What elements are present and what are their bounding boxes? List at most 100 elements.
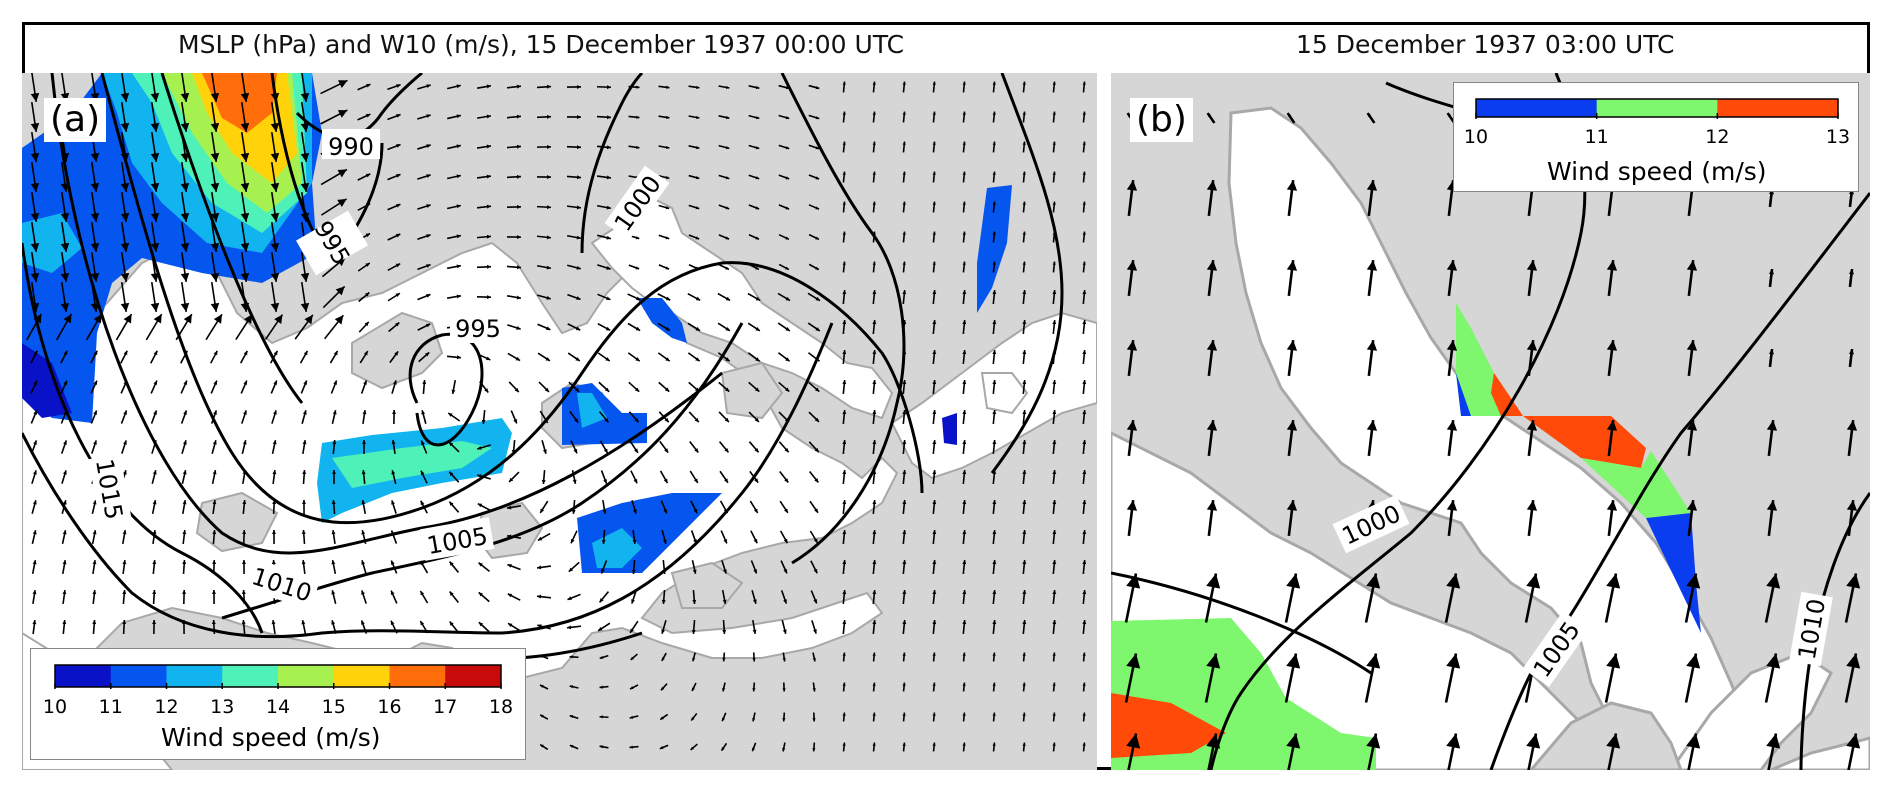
panel-b-colorbar-swatch bbox=[1717, 99, 1839, 117]
wind-arrow-head bbox=[1367, 113, 1371, 117]
wind-arrow-head bbox=[813, 568, 818, 574]
wind-arrow-head bbox=[902, 530, 907, 535]
wind-arrow-head bbox=[1526, 420, 1538, 431]
wind-arrow-head bbox=[665, 357, 670, 362]
panel-b-colorbar-title: Wind speed (m/s) bbox=[1547, 157, 1767, 186]
wind-arrow-head bbox=[426, 293, 431, 298]
wind-arrow-head bbox=[962, 682, 966, 686]
wind-arrow-head bbox=[395, 322, 400, 327]
wind-arrow-head bbox=[576, 235, 581, 240]
panel-b-colorbar-tick-label: 13 bbox=[1826, 126, 1850, 148]
wind-arrow-head bbox=[426, 264, 431, 268]
wind-arrow-head bbox=[932, 410, 937, 415]
wind-arrow-head bbox=[664, 417, 669, 423]
wind-arrow-head bbox=[1126, 260, 1138, 271]
wind-arrow-head bbox=[724, 417, 729, 423]
wind-arrow-head bbox=[33, 440, 37, 445]
wind-arrow-head bbox=[1082, 440, 1087, 445]
wind-arrow-head bbox=[210, 242, 220, 252]
wind-arrow-head bbox=[785, 327, 790, 331]
wind-arrow-head bbox=[842, 590, 847, 595]
wind-arrow-head bbox=[1082, 261, 1086, 265]
wind-arrow-head bbox=[30, 272, 40, 282]
wind-arrow-head bbox=[872, 440, 877, 445]
wind-arrow-head bbox=[606, 235, 611, 240]
wind-arrow-head bbox=[123, 440, 127, 445]
wind-arrow-head bbox=[842, 111, 846, 115]
wind-arrow-head bbox=[666, 85, 670, 89]
wind-arrow-head bbox=[333, 380, 337, 385]
wind-arrow-head bbox=[692, 569, 697, 574]
wind-arrow-head bbox=[1287, 113, 1291, 117]
wind-arrow-head bbox=[516, 265, 521, 270]
wind-arrow-head bbox=[1526, 573, 1541, 589]
wind-arrow-head bbox=[782, 688, 786, 692]
wind-arrow-head bbox=[992, 320, 997, 325]
wind-arrow-head bbox=[902, 620, 907, 625]
wind-arrow-head bbox=[784, 447, 789, 453]
wind-arrow-head bbox=[932, 620, 937, 625]
wind-arrow-head bbox=[537, 594, 542, 599]
wind-arrow-head bbox=[629, 745, 633, 749]
wind-arrow-head bbox=[486, 114, 491, 119]
wind-arrow-head bbox=[1052, 171, 1056, 175]
wind-arrow-head bbox=[426, 114, 431, 119]
wind-arrow-head bbox=[420, 440, 425, 445]
wind-arrow-head bbox=[722, 687, 726, 692]
wind-arrow-head bbox=[150, 122, 160, 132]
wind-arrow-head bbox=[1082, 81, 1086, 85]
wind-arrow-head bbox=[992, 111, 996, 115]
wind-arrow-head bbox=[210, 152, 220, 162]
wind-arrow-head bbox=[211, 590, 216, 594]
wind-arrow-head bbox=[1082, 742, 1086, 746]
wind-arrow-head bbox=[902, 500, 907, 505]
wind-arrow-head bbox=[180, 152, 190, 162]
wind-arrow-head bbox=[122, 590, 127, 595]
wind-arrow-head bbox=[872, 201, 876, 205]
wind-arrow-head bbox=[180, 182, 190, 192]
wind-arrow-head bbox=[395, 263, 401, 268]
wind-arrow-head bbox=[842, 320, 847, 325]
wind-arrow-head bbox=[872, 682, 876, 686]
wind-arrow-head bbox=[629, 715, 634, 719]
wind-arrow-head bbox=[932, 231, 936, 235]
panel-a-colorbar-tick-label: 15 bbox=[322, 696, 346, 718]
wind-arrow-head bbox=[541, 479, 546, 484]
wind-arrow-head bbox=[1082, 231, 1086, 235]
wind-arrow-head bbox=[60, 242, 70, 252]
wind-arrow-head bbox=[992, 261, 996, 265]
wind-arrow-head bbox=[932, 141, 936, 145]
wind-arrow-head bbox=[872, 712, 876, 716]
wind-arrow-head bbox=[180, 242, 190, 252]
wind-arrow-head bbox=[690, 746, 695, 750]
wind-arrow-head bbox=[1286, 340, 1298, 351]
wind-arrow-head bbox=[210, 302, 220, 312]
wind-arrow-head bbox=[120, 92, 130, 102]
wind-arrow-head bbox=[575, 326, 581, 331]
wind-arrow-head bbox=[842, 380, 847, 385]
wind-arrow-head bbox=[902, 560, 907, 565]
wind-arrow-head bbox=[63, 350, 68, 356]
wind-arrow-head bbox=[60, 212, 70, 222]
wind-arrow-head bbox=[577, 115, 581, 120]
wind-arrow-head bbox=[1082, 712, 1086, 716]
wind-arrow-head bbox=[902, 261, 906, 265]
wind-arrow-head bbox=[1686, 500, 1698, 511]
wind-arrow-head bbox=[1286, 500, 1298, 511]
wind-arrow-head bbox=[872, 350, 877, 355]
wind-arrow-head bbox=[481, 419, 486, 424]
wind-arrow-head bbox=[62, 620, 67, 625]
wind-arrow-head bbox=[755, 266, 759, 270]
wind-arrow-head bbox=[1766, 500, 1778, 511]
wind-arrow-head bbox=[1022, 560, 1027, 565]
wind-arrow-head bbox=[962, 141, 966, 145]
wind-arrow-head bbox=[992, 560, 997, 565]
wind-arrow-head bbox=[605, 357, 610, 362]
wind-arrow-head bbox=[606, 145, 611, 150]
wind-arrow-head bbox=[426, 234, 431, 238]
wind-arrow-head bbox=[391, 440, 396, 445]
wind-arrow-head bbox=[1846, 573, 1861, 589]
wind-arrow-head bbox=[365, 173, 371, 178]
panel-b-land-italy bbox=[1529, 701, 1683, 770]
wind-arrow-head bbox=[303, 350, 308, 356]
